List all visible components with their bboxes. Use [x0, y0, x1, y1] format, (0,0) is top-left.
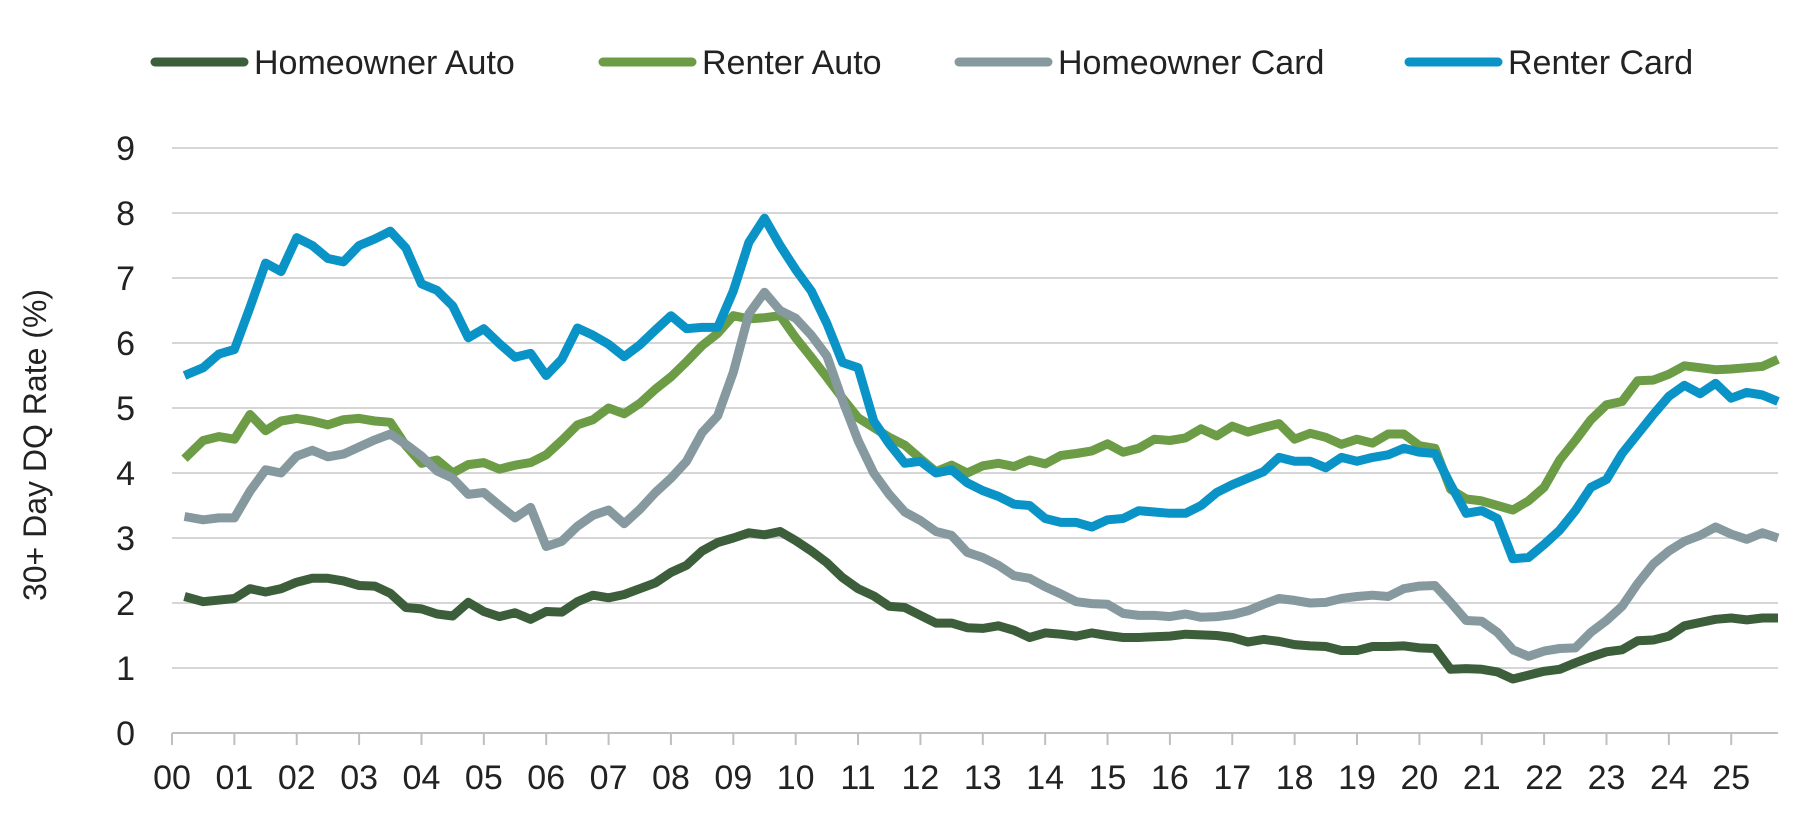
x-tick-label: 09: [714, 759, 752, 797]
x-tick-label: 10: [777, 759, 815, 797]
x-tick-label: 19: [1338, 759, 1376, 797]
y-tick-label: 8: [116, 195, 135, 233]
y-tick-label: 0: [116, 715, 135, 753]
legend-item: Renter Auto: [598, 44, 882, 82]
y-tick-label: 4: [116, 455, 135, 493]
series-line-renter-card: [182, 213, 1780, 564]
x-tick-label: 18: [1276, 759, 1314, 797]
x-tick-label: 21: [1463, 759, 1501, 797]
x-tick-label: 16: [1151, 759, 1189, 797]
y-tick-label: 5: [116, 390, 135, 428]
x-tick-label: 07: [590, 759, 628, 797]
x-axis-ticks: 00 01 02 03 04 05 06 07 08 09 10 11 12 13 14 15 16 17 18 19…: [153, 732, 1778, 797]
x-tick-label: 03: [340, 759, 378, 797]
y-tick-label: 6: [116, 325, 135, 363]
x-tick-label: 24: [1650, 759, 1688, 797]
legend-label: Renter Card: [1508, 44, 1693, 82]
legend-item: Renter Card: [1404, 44, 1693, 82]
x-tick-label: 14: [1026, 759, 1064, 797]
grid-lines: [172, 147, 1778, 669]
legend-label: Homeowner Auto: [254, 44, 515, 82]
x-tick-label: 08: [652, 759, 690, 797]
legend-label: Homeowner Card: [1058, 44, 1324, 82]
series-line-homeowner-card: [183, 287, 1780, 661]
x-tick-label: 04: [403, 759, 441, 797]
y-tick-label: 2: [116, 585, 135, 623]
y-axis-ticks: 0 1 2 3 4 5 6 7 8 9: [116, 130, 135, 753]
legend: Homeowner Auto Renter Auto Homeowner Card R…: [150, 44, 1693, 82]
y-tick-label: 9: [116, 130, 135, 168]
y-axis-label: 30+ Day DQ Rate (%): [17, 289, 53, 601]
y-tick-label: 3: [116, 520, 135, 558]
legend-item: Homeowner Card: [954, 44, 1324, 82]
series-lines: [181, 213, 1780, 684]
x-tick-label: 01: [215, 759, 253, 797]
x-tick-label: 13: [964, 759, 1002, 797]
x-tick-label: 11: [840, 759, 875, 797]
series-line-renter-auto: [181, 311, 1780, 515]
legend-item: Homeowner Auto: [150, 44, 515, 82]
legend-label: Renter Auto: [702, 44, 882, 82]
x-tick-label: 15: [1089, 759, 1127, 797]
y-tick-label: 1: [116, 650, 135, 688]
y-tick-label: 7: [116, 260, 135, 298]
x-tick-label: 25: [1712, 759, 1750, 797]
x-tick-label: 05: [465, 759, 503, 797]
x-tick-label: 02: [278, 759, 316, 797]
series-line-homeowner-auto: [183, 527, 1778, 684]
x-tick-label: 22: [1525, 759, 1563, 797]
x-tick-label: 23: [1588, 759, 1626, 797]
x-tick-label: 00: [153, 759, 191, 797]
x-tick-label: 06: [527, 759, 565, 797]
x-tick-label: 17: [1213, 759, 1251, 797]
x-tick-label: 20: [1400, 759, 1438, 797]
x-tick-label: 12: [902, 759, 940, 797]
